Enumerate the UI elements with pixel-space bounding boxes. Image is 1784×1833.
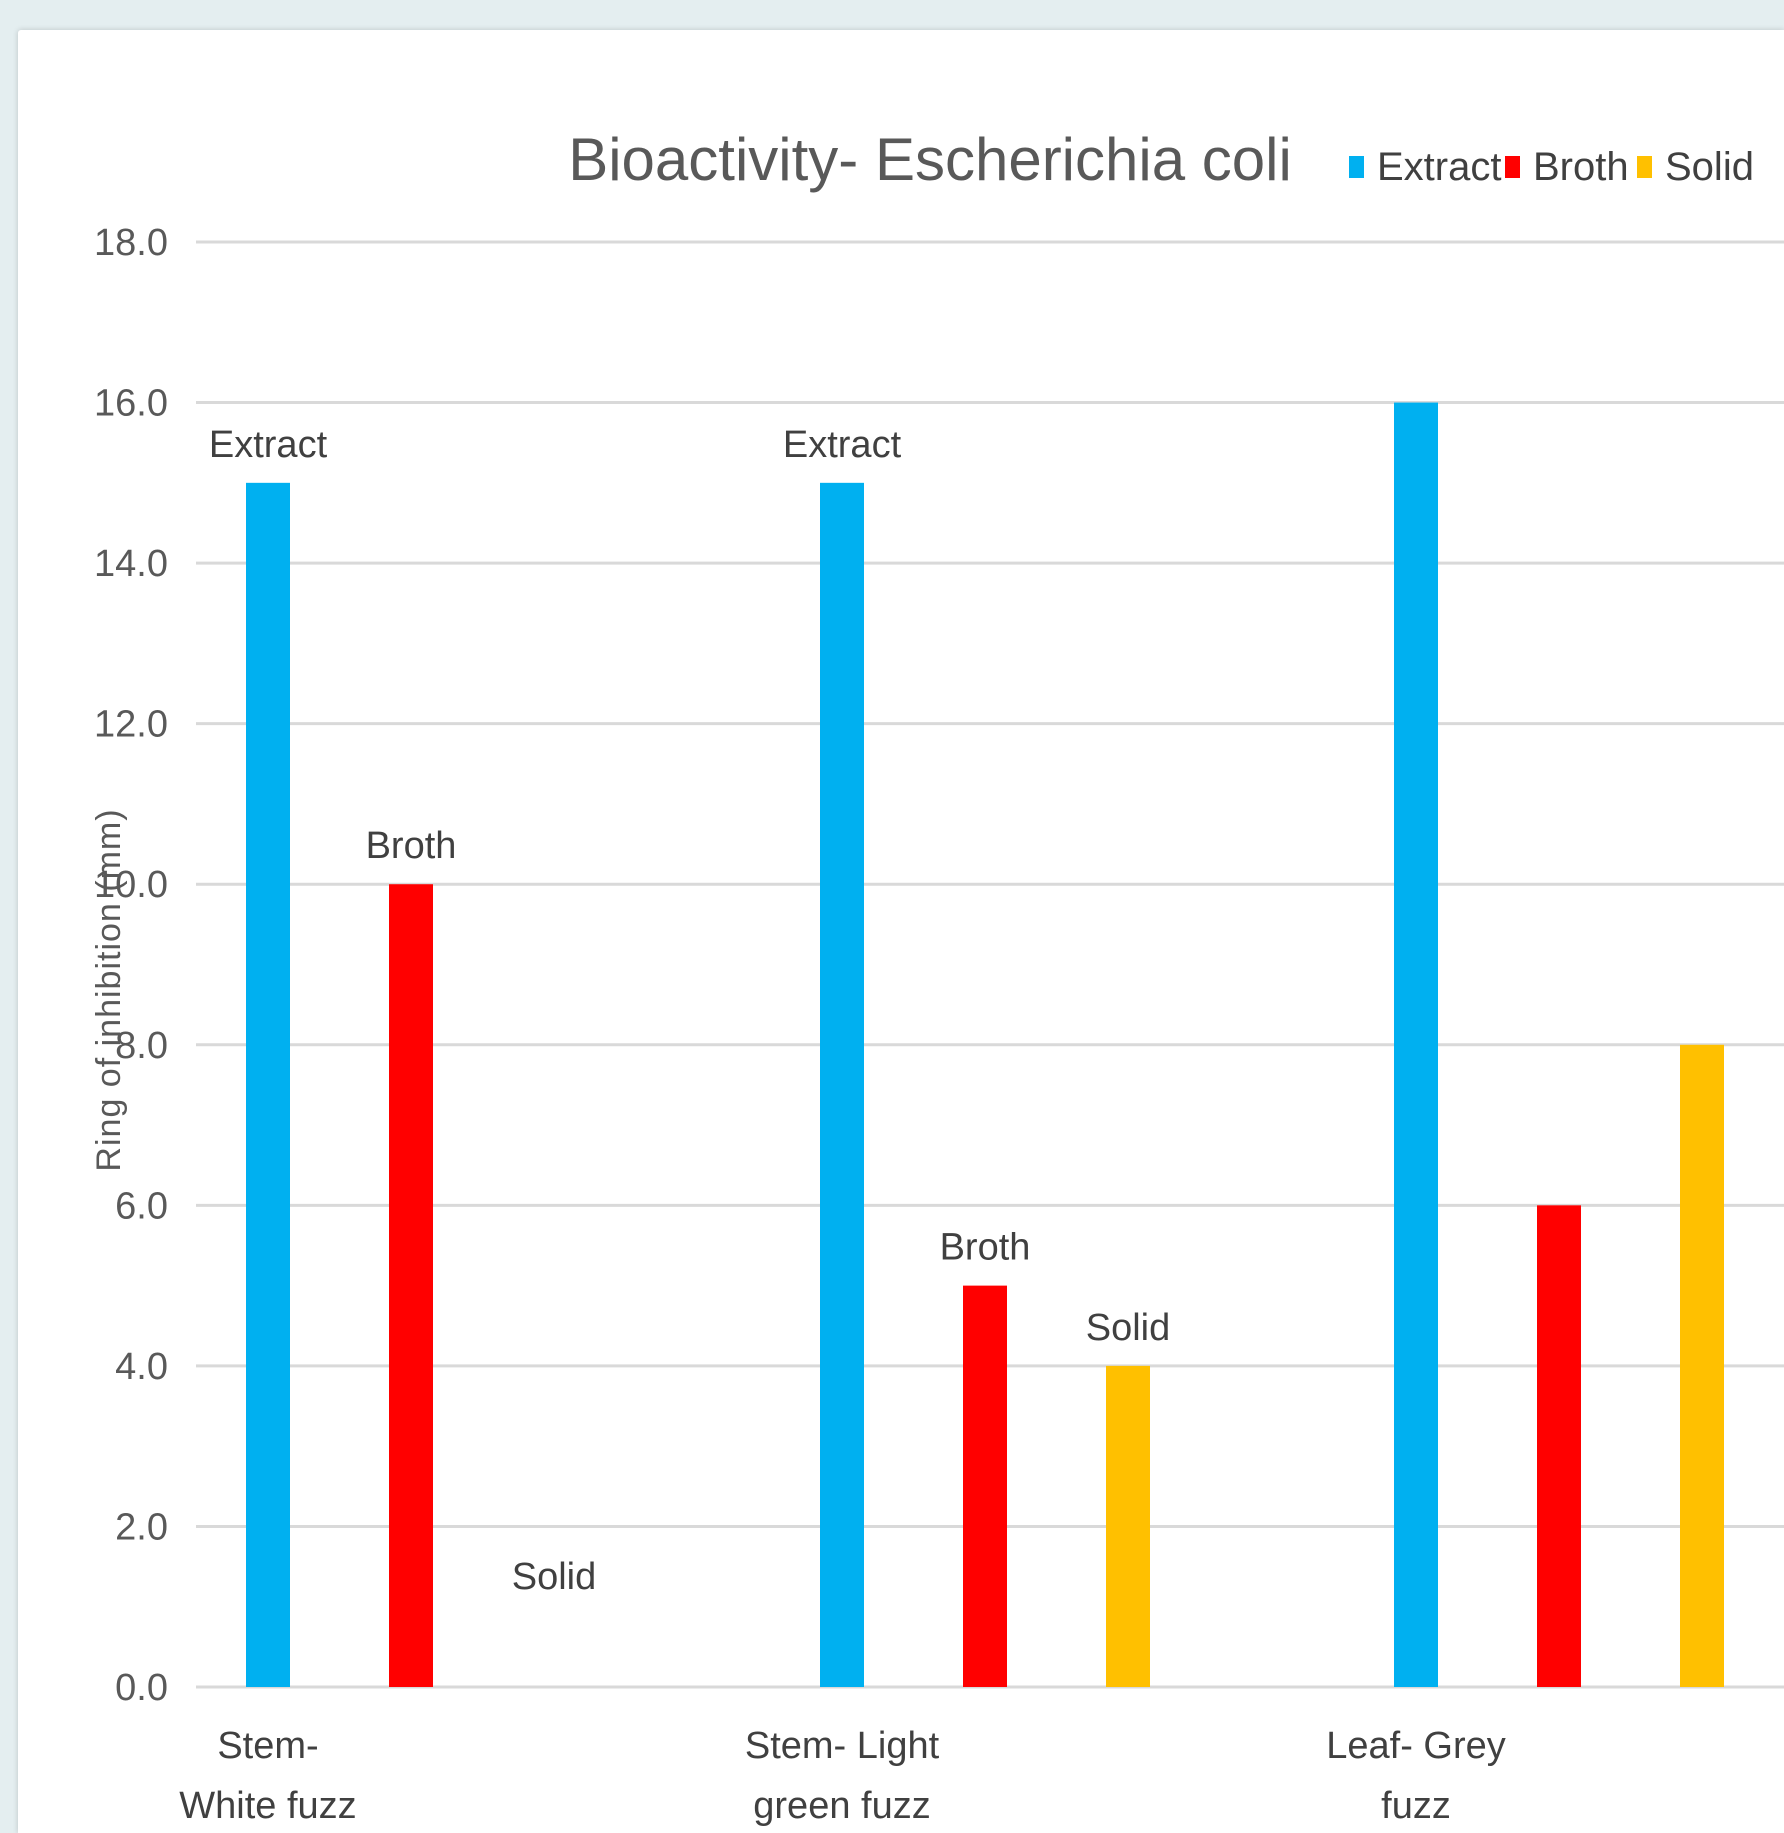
y-tick-label: 18.0: [94, 222, 168, 264]
y-tick-labels: 0.0 2.0 4.0 6.0 8.0 10.0 12.0 14.0 16.0 18.0: [94, 222, 168, 1709]
gridlines: [196, 240, 1784, 1689]
data-label: Extract: [783, 424, 902, 466]
legend-label: Broth: [1533, 145, 1629, 189]
y-tick-label: 8.0: [115, 1025, 168, 1067]
x-category-label: White fuzz: [179, 1785, 356, 1827]
y-tick-label: 6.0: [115, 1185, 168, 1227]
bar-solid: [1680, 1044, 1724, 1687]
data-label: Broth: [940, 1227, 1031, 1269]
chart-title: Bioactivity- Escherichia coli: [568, 126, 1292, 193]
bar-extract: [820, 482, 864, 1687]
legend: Extract Broth Solid: [1349, 145, 1754, 189]
bar-chart: Extract Broth Solid Extract Broth Solid 0.0 2.…: [90, 126, 1784, 1827]
x-category-label: Leaf- Grey: [1326, 1725, 1506, 1767]
x-category-labels: Stem- White fuzz Stem- Light green fuzz Leaf…: [179, 1725, 1505, 1827]
y-tick-label: 16.0: [94, 383, 168, 425]
data-label: Broth: [366, 825, 457, 867]
data-label: Solid: [512, 1556, 597, 1598]
x-category-label: Stem- Light: [745, 1725, 940, 1767]
bar-solid: [1106, 1365, 1150, 1687]
bar-broth: [1537, 1205, 1581, 1687]
y-tick-label: 0.0: [115, 1667, 168, 1709]
y-tick-label: 10.0: [94, 864, 168, 906]
bars: [246, 402, 1724, 1687]
legend-swatch-extract: [1349, 156, 1364, 178]
x-category-label: fuzz: [1381, 1785, 1451, 1827]
y-tick-label: 14.0: [94, 543, 168, 585]
y-tick-label: 4.0: [115, 1346, 168, 1388]
data-label: Extract: [209, 424, 328, 466]
chart-panel: Extract Broth Solid Extract Broth Solid 0.0 2.…: [18, 30, 1784, 1833]
data-label: Solid: [1086, 1307, 1171, 1349]
bar-extract: [246, 482, 290, 1687]
bar-broth: [389, 884, 433, 1687]
y-tick-label: 2.0: [115, 1506, 168, 1548]
legend-label: Extract: [1377, 145, 1501, 189]
data-labels: Extract Broth Solid Extract Broth Solid: [209, 424, 1170, 1598]
bar-extract: [1394, 402, 1438, 1687]
y-axis-title: Ring of inhibition (mm): [90, 808, 128, 1171]
x-category-label: Stem-: [217, 1725, 318, 1767]
bar-broth: [963, 1285, 1007, 1687]
legend-swatch-broth: [1505, 156, 1520, 178]
y-tick-label: 12.0: [94, 704, 168, 746]
legend-swatch-solid: [1637, 156, 1652, 178]
x-category-label: green fuzz: [753, 1785, 930, 1827]
legend-label: Solid: [1665, 145, 1754, 189]
